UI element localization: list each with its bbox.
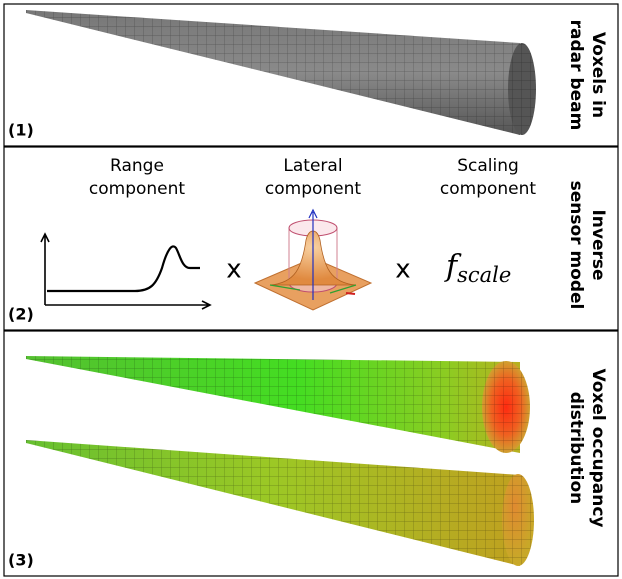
operator: x <box>226 255 241 285</box>
panel-label: (1) <box>8 121 34 140</box>
operator: x <box>395 255 410 285</box>
side-title: Voxel occupancy <box>588 369 608 528</box>
component-title: component <box>89 179 186 199</box>
component-title: Range <box>110 156 164 176</box>
panel-label: (3) <box>8 551 34 570</box>
side-title: Inverse <box>588 209 608 280</box>
side-title: radar beam <box>566 20 586 131</box>
side-title: distribution <box>566 392 586 504</box>
symbol-subscript: scale <box>457 263 511 287</box>
side-title: sensor model <box>566 181 586 310</box>
component-title: Scaling <box>457 156 519 176</box>
component-title: component <box>440 179 537 199</box>
component-title: Lateral <box>283 156 342 176</box>
figure: (1) Voxels in radar beam Range component… <box>0 0 622 579</box>
side-title: Voxels in <box>588 32 608 118</box>
panel-label: (2) <box>8 305 34 324</box>
component-title: component <box>265 179 362 199</box>
